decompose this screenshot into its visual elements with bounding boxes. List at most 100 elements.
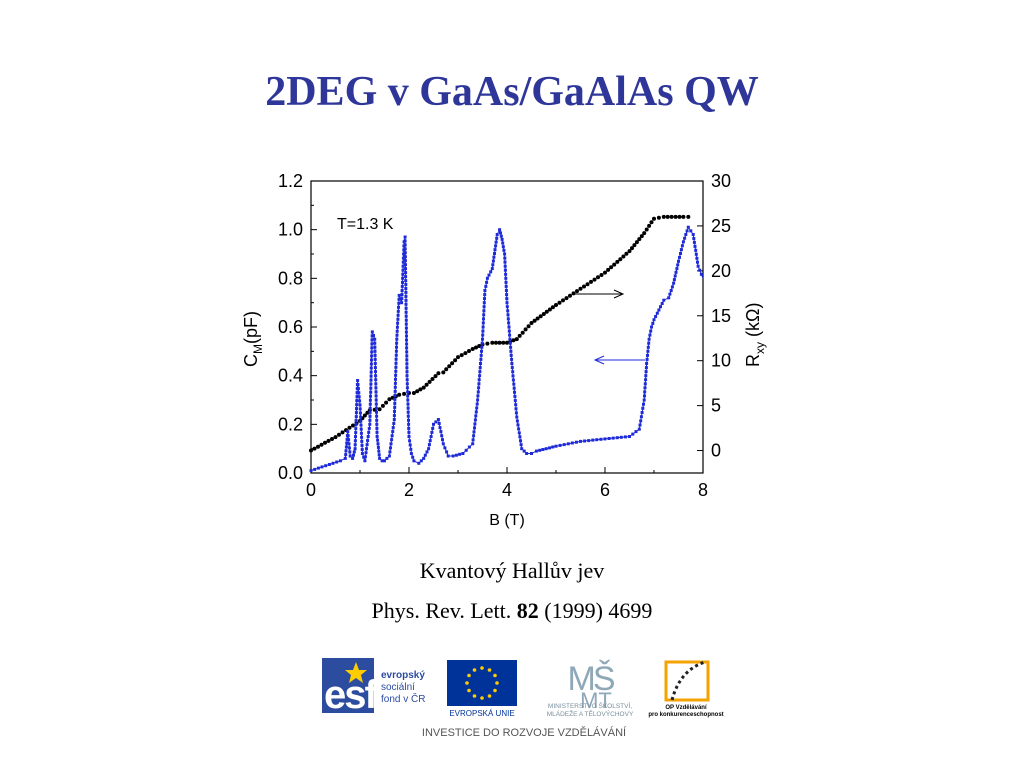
data-point [443, 446, 447, 450]
data-point [511, 370, 515, 374]
data-point [615, 436, 619, 440]
data-point [374, 374, 378, 378]
data-point [324, 464, 328, 468]
data-point [404, 298, 408, 302]
msmt-logo: MŠ MT MINISTERSTVO ŠKOLSTVÍ, MLÁDEŽE A T… [547, 660, 634, 718]
data-point [370, 330, 374, 334]
data-point [368, 422, 372, 426]
data-point [405, 350, 409, 354]
data-point [404, 294, 408, 298]
data-point [681, 240, 685, 244]
data-point [647, 341, 651, 345]
data-point [473, 418, 477, 422]
data-point [595, 438, 599, 442]
data-point [640, 411, 644, 414]
data-point [385, 456, 389, 460]
data-point [388, 450, 392, 454]
data-point [579, 439, 582, 443]
data-point [366, 435, 370, 438]
data-point [643, 382, 647, 386]
data-point [421, 385, 426, 390]
data-point [520, 330, 525, 335]
data-point [481, 325, 485, 329]
data-point [391, 426, 395, 430]
y-left-tick-label: 0.4 [278, 366, 303, 386]
data-point [685, 229, 689, 233]
data-point [368, 418, 372, 422]
data-point [405, 366, 409, 370]
data-point [370, 350, 374, 354]
data-point [377, 407, 382, 412]
data-point [401, 268, 405, 272]
data-point [632, 243, 637, 248]
data-point [558, 443, 562, 447]
data-point [428, 439, 432, 443]
data-point [366, 439, 370, 443]
data-point [356, 379, 360, 382]
data-point [647, 223, 652, 228]
data-point [404, 322, 408, 326]
data-point [404, 267, 407, 271]
msmt-line2: MLÁDEŽE A TĚLOVÝCHOVY [547, 709, 634, 718]
data-point [698, 268, 702, 272]
data-point [365, 447, 368, 451]
data-point [373, 353, 377, 357]
data-point [519, 439, 522, 443]
data-point [494, 244, 498, 248]
arrow-head-left [593, 355, 605, 365]
data-point [403, 259, 407, 263]
data-point [400, 297, 404, 301]
data-point [450, 361, 455, 366]
arrow-head-right [613, 289, 625, 299]
y-left-tick-label: 0.6 [278, 317, 303, 337]
data-point [330, 437, 334, 441]
data-point [373, 341, 377, 345]
data-point [359, 423, 363, 427]
data-point [346, 430, 350, 434]
data-point [491, 259, 495, 263]
data-point [481, 329, 485, 333]
data-point [587, 439, 591, 443]
reference-journal: Phys. Rev. Lett. [371, 598, 512, 623]
y-right-axis-label: Rxy (kΩ) [743, 303, 767, 367]
data-point [453, 358, 458, 363]
data-point [603, 270, 607, 275]
data-point [372, 334, 375, 337]
data-point [489, 270, 493, 274]
data-point [355, 395, 359, 399]
series-resistance [309, 214, 691, 453]
data-point [406, 394, 410, 398]
data-point [667, 296, 671, 300]
data-point [434, 420, 438, 424]
data-point [404, 283, 408, 286]
data-point [458, 452, 462, 456]
data-point [392, 422, 396, 425]
data-point [504, 289, 508, 292]
data-point [374, 390, 378, 394]
data-point [370, 338, 374, 342]
data-point [492, 255, 496, 259]
data-point [459, 353, 464, 358]
data-point [360, 435, 364, 439]
data-point [487, 273, 491, 277]
data-point [333, 435, 338, 440]
data-point [394, 369, 398, 373]
data-point [348, 450, 352, 454]
data-point [404, 275, 408, 279]
data-point [504, 280, 508, 284]
data-point [404, 290, 408, 294]
data-point [400, 289, 404, 292]
data-point [519, 443, 523, 447]
data-point [503, 260, 507, 264]
data-point [344, 445, 348, 449]
data-point [397, 293, 401, 297]
data-point [481, 337, 484, 341]
data-point [499, 231, 502, 235]
data-point [479, 357, 483, 361]
data-point [354, 411, 358, 415]
data-point [343, 456, 347, 460]
data-point [481, 321, 485, 325]
data-point [355, 391, 359, 395]
data-point [509, 345, 513, 349]
data-point [644, 366, 648, 370]
